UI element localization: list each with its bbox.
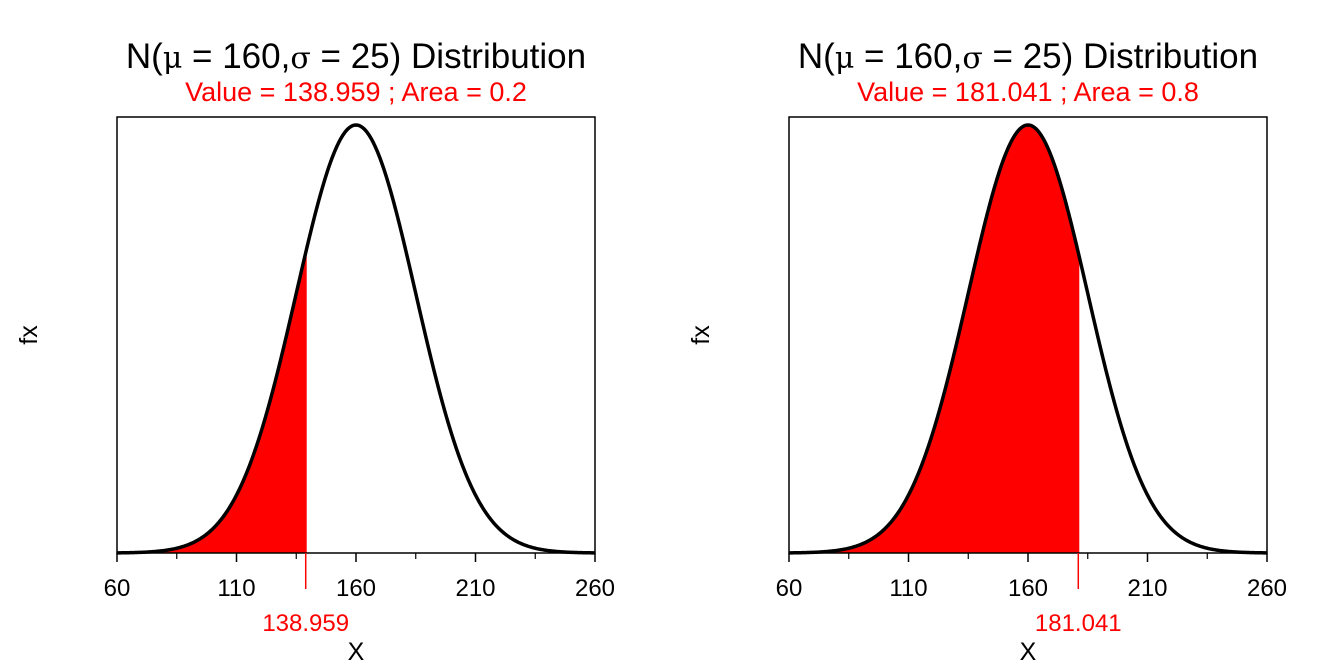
x-tick-label: 210 [1127,575,1167,602]
plot-frame [116,116,596,554]
x-tick-label: 60 [104,575,131,602]
chart-subtitle: Value = 181.041 ; Area = 0.8 [857,77,1199,107]
chart-panel-right: N(μ = 160,σ = 25) Distribution Value = 1… [687,37,1287,666]
shaded-area [117,252,306,553]
x-axis-label: X [348,638,365,666]
chart-subtitle: Value = 138.959 ; Area = 0.2 [185,77,527,107]
x-tick-label: 160 [336,575,376,602]
x-tick-label: 110 [889,575,927,602]
x-tick-label: 110 [217,575,255,602]
chart-panel-left: N(μ = 160,σ = 25) Distribution Value = 1… [15,37,615,666]
x-tick-label: 260 [575,575,615,602]
y-axis-label: fx [15,325,43,345]
x-tick-label: 210 [455,575,495,602]
chart-title: N(μ = 160,σ = 25) Distribution [126,37,586,76]
x-tick-label: 260 [1247,575,1287,602]
shaded-area [789,125,1079,553]
x-tick-label: 160 [1008,575,1048,602]
density-curve [116,123,596,555]
x-tick-label: 60 [776,575,803,602]
chart-title: N(μ = 160,σ = 25) Distribution [798,37,1258,76]
density-curve [788,123,1268,555]
x-axis: 60 110 160 210 260 [776,553,1287,602]
x-axis-label: X [1020,638,1037,666]
y-axis-label: fx [687,325,715,345]
cut-label: 181.041 [1035,610,1122,637]
x-axis: 60 110 160 210 260 [104,553,615,602]
cut-label: 138.959 [262,610,349,637]
